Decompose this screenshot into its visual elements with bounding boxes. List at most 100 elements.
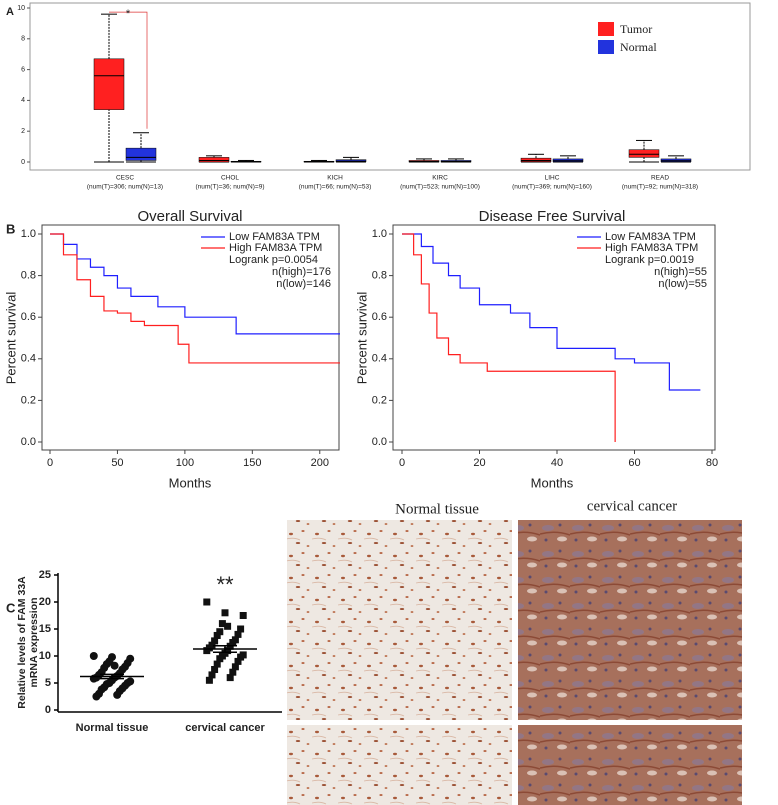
box xyxy=(628,149,660,158)
x-tick-label: 0 xyxy=(399,457,405,469)
annotation: Logrank p=0.0054 xyxy=(229,254,318,266)
y-tick-label: 0.8 xyxy=(21,270,36,282)
point xyxy=(226,674,234,682)
point xyxy=(213,631,221,639)
point xyxy=(113,690,122,699)
point xyxy=(205,676,213,684)
plot-frame xyxy=(41,224,340,451)
x-tick-label: 60 xyxy=(628,457,640,469)
y-tick-label: 8 xyxy=(21,36,25,43)
legend-label: High FAM83A TPM xyxy=(605,242,698,254)
x-tick-sublabel: (num(T)=306; num(N)=13) xyxy=(87,184,163,191)
panel-label: A xyxy=(6,6,14,18)
point xyxy=(216,655,224,663)
y-tick-label: 1.0 xyxy=(21,228,36,240)
x-tick-label: KICH xyxy=(327,175,343,182)
panel-label: C xyxy=(6,600,16,615)
x-tick-label: 50 xyxy=(111,457,123,469)
y-tick-label: 0.0 xyxy=(372,436,387,448)
annotation: n(high)=55 xyxy=(654,266,707,278)
x-tick-label: 20 xyxy=(473,457,485,469)
annotation: ** xyxy=(216,572,234,597)
y-tick-label: 0.6 xyxy=(21,311,36,323)
point xyxy=(203,647,211,655)
annotation: Logrank p=0.0019 xyxy=(605,254,694,266)
point xyxy=(211,666,219,673)
y-tick-label: 2 xyxy=(21,128,25,135)
x-tick-label: KIRC xyxy=(432,175,448,182)
point xyxy=(110,661,119,670)
y-tick-label: 10 xyxy=(39,650,51,662)
x-tick-label: CHOL xyxy=(221,175,239,182)
x-tick-label: LIHC xyxy=(545,175,560,182)
box xyxy=(93,58,125,110)
y-tick-label: 20 xyxy=(39,596,51,608)
tissue-image xyxy=(518,520,742,720)
y-tick-label: 4 xyxy=(21,97,25,104)
point xyxy=(203,598,211,606)
legend-label: High FAM83A TPM xyxy=(229,242,322,254)
y-tick-label: 5 xyxy=(45,677,51,689)
legend-label: Low FAM83A TPM xyxy=(605,231,696,243)
point xyxy=(92,692,101,701)
chart-title: Overall Survival xyxy=(137,208,242,225)
x-tick-label: 80 xyxy=(706,457,718,469)
plot-frame xyxy=(392,224,716,451)
tissue-image xyxy=(287,520,512,720)
survival-curve xyxy=(402,233,701,391)
tissue-image xyxy=(518,725,742,805)
box xyxy=(125,147,157,161)
panel-label: B xyxy=(6,221,15,236)
y-tick-label: 1.0 xyxy=(372,228,387,240)
y-axis-label: Percent survival xyxy=(3,292,18,385)
legend-label: Tumor xyxy=(620,22,652,36)
legend-swatch xyxy=(598,40,614,54)
survival-curve xyxy=(402,233,616,442)
box xyxy=(520,157,552,162)
point xyxy=(221,609,229,617)
point xyxy=(224,622,232,630)
significance-bracket xyxy=(109,11,148,129)
annotation: n(low)=146 xyxy=(276,278,331,290)
y-tick-label: 15 xyxy=(39,623,51,635)
point xyxy=(234,630,242,638)
legend-label: Low FAM83A TPM xyxy=(229,231,320,243)
x-axis-label: Months xyxy=(531,475,574,490)
survival-curve xyxy=(50,233,340,364)
point xyxy=(237,625,245,633)
survival-curve xyxy=(50,233,340,335)
y-tick-label: 0 xyxy=(21,159,25,166)
plot-frame xyxy=(29,2,751,171)
x-axis-label: Months xyxy=(169,475,212,490)
y-tick-label: 6 xyxy=(21,66,25,73)
point xyxy=(239,612,247,619)
y-tick-label: 0.2 xyxy=(372,394,387,406)
y-tick-label: 25 xyxy=(39,569,51,581)
x-tick-sublabel: (num(T)=523; num(N)=100) xyxy=(400,184,480,191)
point xyxy=(229,639,237,646)
point xyxy=(216,628,224,636)
point xyxy=(208,671,216,679)
y-tick-label: 0.0 xyxy=(21,436,36,448)
tissue-image xyxy=(287,725,512,805)
y-axis-label: Percent survival xyxy=(354,292,369,385)
x-tick-sublabel: (num(T)=369; num(N)=160) xyxy=(512,184,592,191)
y-tick-label: 0.2 xyxy=(21,394,36,406)
annotation: n(high)=176 xyxy=(272,266,331,278)
x-tick-label: 40 xyxy=(551,457,563,469)
x-tick-sublabel: (num(T)=66; num(N)=53) xyxy=(299,184,372,191)
legend-label: Normal xyxy=(620,40,657,54)
legend-swatch xyxy=(598,22,614,36)
y-axis-label: Relative levels of FAM 33A xyxy=(16,576,28,709)
x-tick-sublabel: (num(T)=92; num(N)=318) xyxy=(622,184,698,191)
point xyxy=(218,620,226,628)
y-tick-label: 0.6 xyxy=(372,311,387,323)
point xyxy=(231,663,239,671)
image-title: cervical cancer xyxy=(587,498,677,514)
x-tick-label: 0 xyxy=(47,457,53,469)
point xyxy=(229,668,237,676)
x-tick-label: cervical cancer xyxy=(185,722,265,734)
y-tick-label: 10 xyxy=(17,5,25,12)
point xyxy=(234,657,242,665)
x-tick-label: 100 xyxy=(176,457,194,469)
